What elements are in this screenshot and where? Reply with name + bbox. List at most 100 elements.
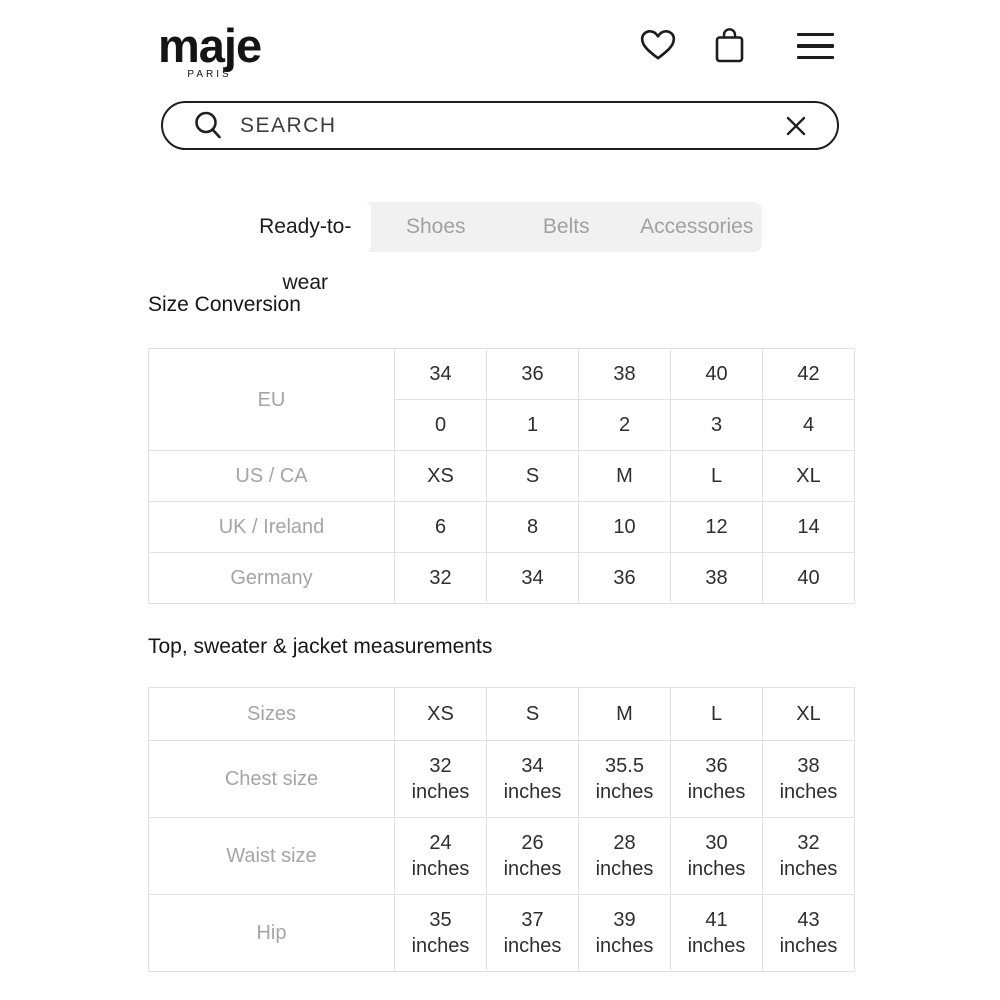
heart-icon <box>639 29 677 65</box>
cell: M <box>578 450 671 502</box>
cell-value: 38 <box>797 755 820 777</box>
cell-value: 26 <box>521 832 544 854</box>
cell: 39 inches <box>578 894 671 972</box>
cell: XS <box>394 450 487 502</box>
cell-unit: inches <box>411 858 470 880</box>
cell: 35.5 inches <box>578 740 671 818</box>
tab-label: Ready-to- <box>259 215 352 238</box>
cell-unit: inches <box>687 781 746 803</box>
cell-unit: inches <box>779 781 838 803</box>
cell: 2 <box>578 399 671 451</box>
cell-unit: inches <box>503 781 562 803</box>
menu-icon <box>797 33 834 59</box>
cell-unit: inches <box>503 935 562 957</box>
cart-button[interactable] <box>714 26 745 64</box>
cell: S <box>486 687 579 741</box>
cell: 43 inches <box>762 894 855 972</box>
row-label-hip: Hip <box>148 894 395 972</box>
cell: 34 inches <box>486 740 579 818</box>
row-label-us-ca: US / CA <box>148 450 395 502</box>
section-title-measurements: Top, sweater & jacket measurements <box>148 635 493 658</box>
cell: L <box>670 687 763 741</box>
cell: 28 inches <box>578 817 671 895</box>
tab-shoes[interactable]: Shoes <box>371 202 502 252</box>
cell: 30 inches <box>670 817 763 895</box>
search-bar <box>161 101 839 150</box>
cell-unit: inches <box>779 935 838 957</box>
tab-ready-to-wear[interactable]: Ready-to- wear <box>240 202 371 293</box>
cell-unit: inches <box>779 858 838 880</box>
cell-value: 43 <box>797 909 820 931</box>
cell: L <box>670 450 763 502</box>
cell-unit: inches <box>687 858 746 880</box>
cell: 42 <box>762 348 855 400</box>
cell-value: 28 <box>613 832 636 854</box>
search-icon <box>193 110 224 141</box>
section-title-size-conversion: Size Conversion <box>148 293 301 316</box>
cell: 12 <box>670 501 763 553</box>
cell-value: 41 <box>705 909 728 931</box>
brand-logo[interactable]: maje PARIS <box>158 19 262 80</box>
brand-name: maje <box>158 19 262 72</box>
cell: 6 <box>394 501 487 553</box>
cell: 32 inches <box>394 740 487 818</box>
cell: 40 <box>670 348 763 400</box>
menu-button[interactable] <box>797 33 834 59</box>
cell-unit: inches <box>411 781 470 803</box>
search-input[interactable] <box>240 103 781 148</box>
tab-accessories[interactable]: Accessories <box>632 202 763 252</box>
cell: 0 <box>394 399 487 451</box>
cell-value: 35.5 <box>605 755 644 777</box>
cell: 32 <box>394 552 487 604</box>
cell: 1 <box>486 399 579 451</box>
size-conversion-table: EU 34 36 38 40 42 0 1 2 3 4 US / CA XS S… <box>148 348 855 604</box>
cell-value: 24 <box>429 832 452 854</box>
row-label-chest: Chest size <box>148 740 395 818</box>
cell: 14 <box>762 501 855 553</box>
row-label-waist: Waist size <box>148 817 395 895</box>
tab-label-overflow: wear <box>282 271 329 294</box>
cell: 38 <box>578 348 671 400</box>
cell: XL <box>762 687 855 741</box>
cell: XS <box>394 687 487 741</box>
cell-unit: inches <box>595 858 654 880</box>
close-icon[interactable] <box>781 111 811 141</box>
row-label-sizes: Sizes <box>148 687 395 741</box>
cell: 35 inches <box>394 894 487 972</box>
tab-belts[interactable]: Belts <box>501 202 632 252</box>
cell: 38 <box>670 552 763 604</box>
cell-value: 35 <box>429 909 452 931</box>
cell: 38 inches <box>762 740 855 818</box>
cell: 41 inches <box>670 894 763 972</box>
tab-label: Belts <box>542 215 590 238</box>
cell: XL <box>762 450 855 502</box>
row-label-uk-ireland: UK / Ireland <box>148 501 395 553</box>
brand-city: PARIS <box>187 68 232 80</box>
wishlist-button[interactable] <box>639 28 677 62</box>
cell: S <box>486 450 579 502</box>
cell-value: 32 <box>429 755 452 777</box>
cell-unit: inches <box>411 935 470 957</box>
cell: 36 inches <box>670 740 763 818</box>
cell: 34 <box>394 348 487 400</box>
bag-icon <box>714 28 745 67</box>
row-label-eu: EU <box>148 348 395 451</box>
cell: 4 <box>762 399 855 451</box>
cell: 32 inches <box>762 817 855 895</box>
cell: 8 <box>486 501 579 553</box>
cell-value: 34 <box>521 755 544 777</box>
cell: 24 inches <box>394 817 487 895</box>
cell: 36 <box>486 348 579 400</box>
cell: M <box>578 687 671 741</box>
cell-unit: inches <box>595 935 654 957</box>
cell-unit: inches <box>687 935 746 957</box>
cell-value: 32 <box>797 832 820 854</box>
tab-label: Shoes <box>405 215 466 238</box>
tab-label: Accessories <box>640 215 754 238</box>
cell-value: 37 <box>521 909 544 931</box>
cell: 26 inches <box>486 817 579 895</box>
cell: 37 inches <box>486 894 579 972</box>
cell-value: 36 <box>705 755 728 777</box>
row-label-germany: Germany <box>148 552 395 604</box>
cell: 10 <box>578 501 671 553</box>
